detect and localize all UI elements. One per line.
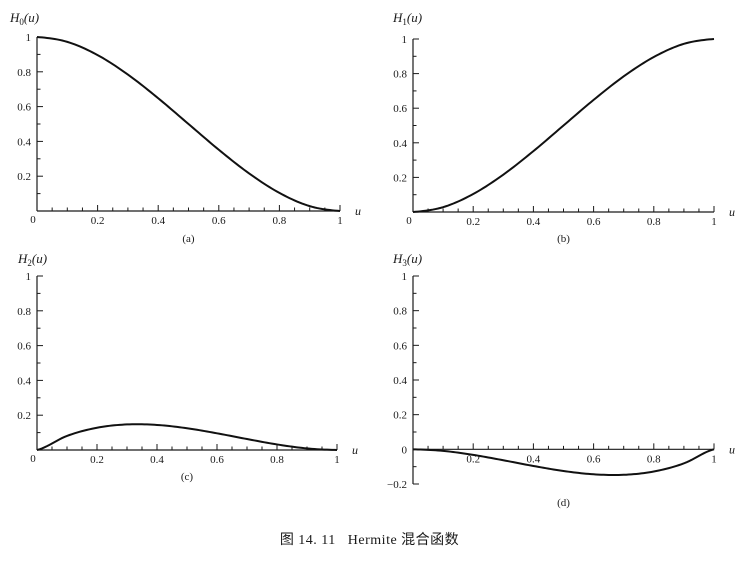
y-tick-label: 0.8: [393, 306, 407, 318]
x-tick-label: 0.4: [151, 215, 165, 227]
x-origin-label: 0: [30, 214, 36, 226]
x-axis-label: u: [729, 442, 735, 456]
y-tick-label: 0.6: [393, 103, 407, 115]
y-axis-label: H0(u): [9, 10, 39, 27]
panel-label: (c): [181, 471, 194, 483]
x-tick-label: 0.2: [91, 215, 105, 227]
y-tick-label: 0.8: [17, 306, 31, 318]
panel-label: (d): [557, 497, 570, 509]
y-tick-label: 0.6: [393, 340, 407, 352]
caption-title: Hermite 混合函数: [347, 533, 460, 548]
x-axis-label: u: [355, 204, 361, 218]
x-tick-label: 0.2: [466, 216, 480, 228]
x-tick-label: 0.8: [647, 216, 661, 228]
x-tick-label: 0.6: [587, 216, 601, 228]
x-tick-label: 0.4: [150, 454, 164, 466]
series-curve: [36, 423, 338, 451]
x-origin-label: 0: [30, 453, 36, 465]
y-axis-label: H1(u): [392, 10, 422, 27]
y-tick-label: 0.2: [393, 172, 407, 184]
caption-number: 图 14. 11: [279, 533, 336, 548]
x-tick-label: 1: [711, 453, 717, 465]
y-axis-label: H3(u): [392, 251, 422, 268]
y-tick-label: 0.2: [17, 410, 31, 422]
y-axis-label: H2(u): [17, 251, 47, 268]
x-tick-label: 1: [334, 454, 340, 466]
x-tick-label: 0.4: [527, 216, 541, 228]
x-tick-label: 0.8: [647, 453, 661, 465]
x-tick-label: 1: [337, 215, 343, 227]
x-tick-label: 0.2: [90, 454, 104, 466]
y-tick-label: 0.4: [17, 375, 31, 387]
panel-label: (b): [557, 233, 570, 245]
x-tick-label: 0.6: [210, 454, 224, 466]
y-tick-label: 1: [402, 271, 408, 283]
y-tick-label: 0.2: [17, 171, 31, 183]
y-tick-label: −0.2: [387, 479, 407, 491]
series-curve: [412, 448, 715, 477]
y-tick-label: 0.6: [17, 102, 31, 114]
x-axis-label: u: [352, 443, 358, 457]
series-curve: [36, 36, 341, 212]
y-tick-label: 0.8: [17, 67, 31, 79]
y-tick-label: 1: [26, 32, 32, 44]
y-tick-label: 0.8: [393, 69, 407, 81]
y-tick-label: 0.4: [17, 136, 31, 148]
x-tick-label: 1: [711, 216, 717, 228]
figure-caption: 图 14. 11 Hermite 混合函数: [0, 529, 739, 549]
x-tick-label: 0.8: [270, 454, 284, 466]
x-tick-label: 0.8: [273, 215, 287, 227]
panel-label: (a): [182, 233, 195, 245]
x-tick-label: 0.6: [212, 215, 226, 227]
y-tick-label: 1: [26, 271, 32, 283]
x-tick-label: 0.6: [587, 453, 601, 465]
y-tick-label: 0.2: [393, 410, 407, 422]
y-tick-label: 0.4: [393, 138, 407, 150]
x-axis-label: u: [729, 205, 735, 219]
series-curve: [412, 38, 715, 213]
y-tick-label: 0.6: [17, 341, 31, 353]
x-origin-label: 0: [406, 215, 412, 227]
y-tick-label: 0.4: [393, 375, 407, 387]
y-tick-label: 1: [402, 34, 408, 46]
y-tick-label: 0: [402, 444, 408, 456]
x-tick-label: 0.4: [527, 453, 541, 465]
